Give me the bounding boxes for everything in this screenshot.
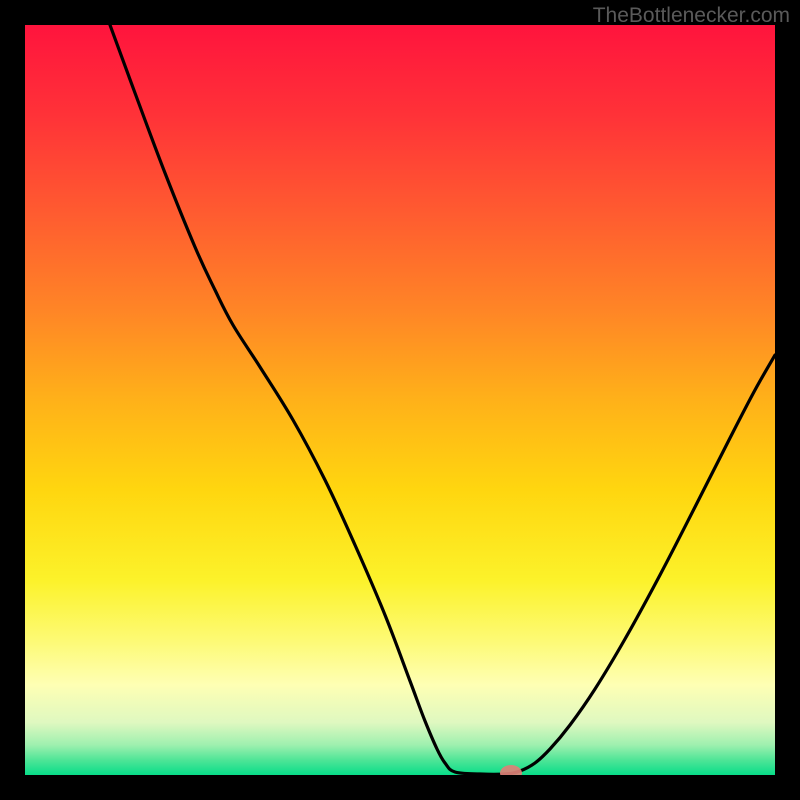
chart-container: TheBottlenecker.com: [0, 0, 800, 800]
watermark-text: TheBottlenecker.com: [593, 4, 790, 28]
plot-svg: [25, 25, 775, 775]
plot-border: [0, 0, 800, 800]
gradient-background: [25, 25, 775, 775]
plot-area: [25, 25, 775, 775]
